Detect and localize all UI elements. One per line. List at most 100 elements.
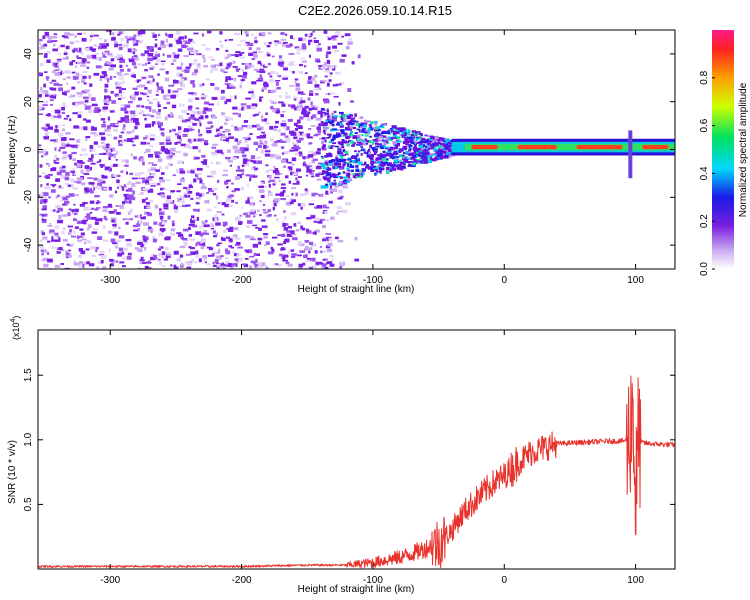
- spectrogram-cell: [294, 148, 299, 152]
- spectrogram-cell: [311, 175, 315, 178]
- spectrogram-cell: [135, 181, 141, 185]
- spectrogram-cell: [69, 155, 72, 160]
- spectrogram-cell: [103, 74, 108, 77]
- spectrogram-cell: [114, 153, 117, 156]
- spectrogram-cell: [80, 64, 87, 67]
- spectrogram-cell: [90, 162, 96, 165]
- spectrogram-cell: [188, 92, 194, 95]
- spectrogram-cell: [77, 81, 80, 84]
- spectrogram-cell: [208, 190, 214, 193]
- spectrogram-cell: [327, 37, 332, 41]
- spectrogram-cell: [153, 221, 158, 225]
- carrier-hot-segment: [517, 144, 557, 150]
- spectrogram-cell: [95, 186, 101, 190]
- spectrogram-cell: [320, 155, 324, 158]
- spectrogram-cell: [120, 185, 127, 188]
- spectrogram-cell: [211, 146, 217, 149]
- spectrogram-cell: [343, 114, 348, 117]
- spectrogram-cell: [411, 163, 416, 166]
- spectrogram-cell: [73, 218, 76, 221]
- spectrogram-cell: [45, 94, 49, 97]
- spectrogram-cell: [314, 80, 318, 84]
- spectrogram-cell: [313, 220, 318, 223]
- spectrogram-cell: [264, 118, 268, 121]
- spectrogram-cell: [70, 170, 75, 173]
- spectrogram-cell: [165, 141, 172, 145]
- spectrogram-cell: [255, 258, 258, 263]
- y-tick-label: 1.5: [23, 368, 34, 382]
- spectrogram-cell: [248, 196, 254, 200]
- spectrogram-cell: [321, 111, 326, 114]
- spectrogram-cell: [162, 220, 166, 223]
- spectrogram-cell: [203, 59, 206, 63]
- spectrogram-cell: [167, 162, 172, 166]
- spectrogram-cell: [373, 167, 378, 170]
- spectrogram-cell: [39, 105, 42, 110]
- spectrogram-cell: [140, 141, 146, 145]
- spectrogram-cell: [167, 139, 170, 143]
- spectrogram-cell: [89, 145, 94, 149]
- spectrogram-cell: [399, 159, 402, 162]
- spectrogram-cell: [336, 159, 339, 163]
- spectrogram-cell: [295, 229, 300, 232]
- spectrogram-cell: [337, 147, 341, 150]
- spectrogram-cell: [159, 179, 166, 183]
- spectrogram-cell: [345, 135, 350, 140]
- spectrogram-cell: [278, 101, 284, 104]
- spectrogram-cell: [143, 240, 148, 244]
- spectrogram-cell: [218, 40, 223, 43]
- spectrogram-cell: [410, 142, 415, 145]
- spectrogram-cell: [172, 52, 177, 55]
- spectrogram-cell: [251, 103, 258, 107]
- spectrogram-cell: [326, 137, 330, 139]
- spectrogram-cell: [323, 164, 327, 167]
- spectrogram-cell: [346, 127, 352, 131]
- spectrogram-cell: [415, 153, 420, 156]
- spectrogram-cell: [325, 183, 329, 186]
- spectrogram-cell: [231, 124, 234, 127]
- spectrogram-cell: [310, 125, 316, 127]
- spectrogram-cell: [267, 32, 272, 35]
- spectrogram-cell: [147, 57, 153, 62]
- spectrogram-cell: [367, 167, 371, 170]
- spectrogram-cell: [374, 148, 378, 150]
- spectrogram-cell: [170, 264, 173, 267]
- spectrogram-cell: [259, 126, 264, 130]
- spectrogram-cell: [296, 180, 300, 185]
- spectrogram-cell: [88, 182, 95, 185]
- spectrogram-cell: [383, 130, 386, 133]
- spectrogram-cell: [186, 266, 192, 269]
- spectrogram-cell: [200, 232, 204, 237]
- spectrogram-cell: [221, 237, 226, 242]
- spectrogram-cell: [190, 169, 195, 174]
- spectrogram-cell: [63, 117, 68, 120]
- spectrogram-cell: [386, 162, 391, 165]
- spectrogram-cell: [332, 172, 335, 175]
- spectrogram-cell: [38, 91, 44, 93]
- spectrogram-cell: [127, 256, 131, 259]
- spectrogram-cell: [267, 214, 272, 217]
- spectrogram-cell: [64, 176, 70, 181]
- spectrogram-cell: [239, 147, 245, 151]
- spectrogram-cell: [60, 141, 66, 144]
- spectrogram-cell: [290, 61, 295, 64]
- spectrogram-cell: [146, 81, 151, 84]
- spectrogram-cell: [52, 70, 56, 73]
- spectrogram-cell: [314, 106, 319, 109]
- spectrogram-cell: [157, 101, 160, 105]
- spectrogram-cell: [99, 250, 105, 254]
- spectrogram-cell: [354, 113, 357, 117]
- spectrogram-cell: [250, 159, 254, 163]
- spectrogram-cell: [349, 177, 352, 181]
- spectrogram-cell: [160, 224, 165, 227]
- spectrogram-cell: [181, 77, 187, 81]
- spectrogram-cell: [61, 107, 65, 111]
- spectrogram-cell: [93, 177, 98, 181]
- spectrogram-cell: [261, 32, 266, 36]
- spectrogram-cell: [76, 55, 79, 58]
- spectrogram-cell: [234, 53, 240, 58]
- spectrogram-cell: [253, 215, 256, 218]
- spectrogram-cell: [55, 178, 60, 182]
- spectrogram-cell: [221, 112, 225, 116]
- spectrogram-cell: [361, 133, 364, 137]
